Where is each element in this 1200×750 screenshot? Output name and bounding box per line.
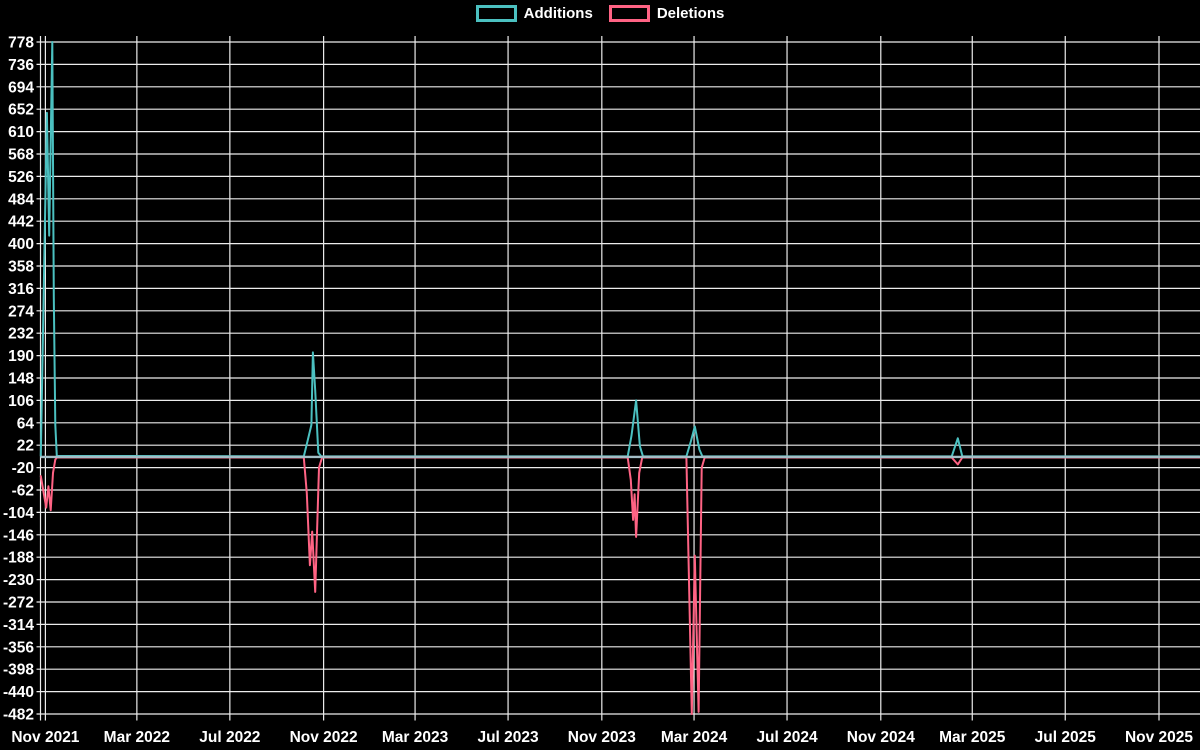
x-tick-label: Mar 2024 <box>661 729 728 746</box>
y-tick-label: 778 <box>8 34 34 51</box>
y-tick-label: 568 <box>8 146 34 163</box>
y-tick-label: -314 <box>3 617 34 634</box>
x-tick-label: Jul 2025 <box>1035 729 1097 746</box>
y-tick-label: 736 <box>8 57 34 74</box>
additions-line[interactable] <box>39 41 1200 458</box>
y-tick-label: -104 <box>3 505 34 522</box>
y-tick-label: 64 <box>17 415 35 432</box>
x-tick-label: Nov 2025 <box>1125 729 1193 746</box>
x-tick-label: Jul 2022 <box>199 729 260 746</box>
x-tick-label: Mar 2023 <box>382 729 449 746</box>
y-tick-label: -398 <box>3 662 34 679</box>
legend-deletions[interactable]: Deletions <box>608 5 725 22</box>
y-tick-label: 442 <box>8 214 34 231</box>
y-tick-label: -146 <box>3 527 34 544</box>
x-tick-label: Mar 2022 <box>104 729 170 746</box>
y-tick-label: 610 <box>8 124 34 141</box>
y-tick-label: 526 <box>8 169 34 186</box>
y-tick-label: 358 <box>8 258 34 275</box>
y-tick-label: -20 <box>12 460 34 477</box>
x-tick-label: Nov 2023 <box>568 729 636 746</box>
x-tick-label: Nov 2024 <box>847 729 915 746</box>
y-tick-label: 316 <box>8 281 34 298</box>
legend-deletions-label: Deletions <box>656 5 725 22</box>
y-tick-label: 106 <box>8 393 34 410</box>
y-tick-label: -440 <box>3 684 34 701</box>
y-tick-label: 274 <box>8 303 34 320</box>
y-tick-label: -230 <box>3 572 34 589</box>
legend-additions-label: Additions <box>523 5 593 22</box>
y-tick-label: -272 <box>3 594 34 611</box>
x-tick-label: Nov 2022 <box>290 729 358 746</box>
y-tick-label: 652 <box>8 102 34 119</box>
y-tick-label: 694 <box>8 79 34 96</box>
additions-swatch-icon <box>475 5 517 22</box>
y-tick-label: 22 <box>17 438 34 455</box>
y-tick-label: -356 <box>3 639 34 656</box>
x-tick-label: Nov 2021 <box>11 729 79 746</box>
legend-additions[interactable]: Additions <box>475 5 593 22</box>
chart-legend: Additions Deletions <box>0 5 1200 22</box>
x-tick-label: Jul 2023 <box>477 729 539 746</box>
y-tick-label: 400 <box>8 236 34 253</box>
y-tick-label: -62 <box>12 482 34 499</box>
y-tick-label: -482 <box>3 706 34 723</box>
y-tick-label: 148 <box>8 370 34 387</box>
y-tick-label: -188 <box>3 550 34 567</box>
deletions-line[interactable] <box>39 456 1200 715</box>
deletions-swatch-icon <box>608 5 650 22</box>
y-tick-label: 232 <box>8 326 34 343</box>
y-tick-label: 190 <box>8 348 34 365</box>
x-tick-label: Jul 2024 <box>756 729 818 746</box>
x-tick-label: Mar 2025 <box>939 729 1006 746</box>
y-tick-label: 484 <box>8 191 34 208</box>
